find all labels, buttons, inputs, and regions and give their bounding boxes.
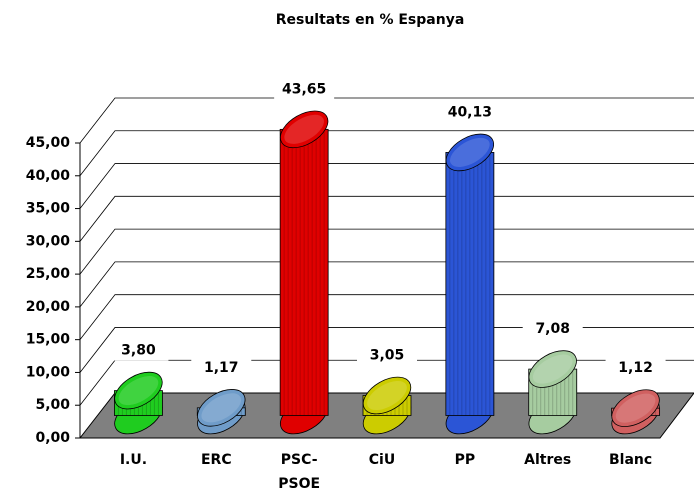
x-tick-label: Blanc — [609, 452, 652, 468]
bar — [114, 371, 163, 435]
bar-top-highlight — [615, 393, 656, 423]
bar — [445, 133, 495, 435]
bar — [196, 389, 246, 435]
grid-line — [79, 228, 694, 275]
y-tick-label: 40,00 — [26, 168, 71, 184]
grid-line — [79, 261, 694, 308]
y-tick-label: 35,00 — [26, 201, 71, 217]
value-label: 40,13 — [448, 104, 492, 120]
grid-line — [79, 163, 694, 209]
x-tick-label: CiU — [369, 452, 395, 468]
bar-top — [280, 110, 329, 149]
value-label: 7,08 — [535, 321, 570, 337]
y-tick-label: 15,00 — [26, 332, 71, 348]
x-tick-label: ERC — [201, 452, 232, 468]
bar-top — [611, 389, 660, 427]
bar-top — [114, 371, 163, 410]
y-tick-label: 10,00 — [26, 364, 71, 380]
bar — [611, 389, 661, 435]
chart-title: Resultats en % Espanya — [276, 12, 465, 28]
bar-top — [362, 376, 412, 415]
value-label-bg — [191, 357, 252, 378]
bar-top-highlight — [284, 114, 324, 144]
x-tick-label: Altres — [524, 452, 571, 468]
y-tick-label: 45,00 — [26, 135, 71, 151]
value-label-bg — [439, 102, 500, 123]
value-label: 43,65 — [282, 81, 326, 97]
grid-line — [79, 97, 694, 144]
bar — [279, 110, 329, 435]
value-label: 1,12 — [618, 360, 653, 376]
value-label-bg — [605, 358, 666, 379]
bar-body — [445, 152, 495, 416]
grid-line — [79, 130, 694, 177]
x-tick-label-line: PSC- — [281, 452, 318, 468]
bar-top-highlight — [450, 137, 490, 167]
bar-top-highlight — [201, 393, 242, 423]
bar-top-highlight — [118, 376, 159, 406]
bar-top — [528, 350, 577, 388]
bar — [362, 376, 412, 435]
x-tick-label-line: PSOE — [278, 476, 320, 492]
bar-body — [279, 128, 329, 416]
y-tick-label: 0,00 — [35, 430, 70, 446]
x-tick-label: PP — [455, 452, 476, 468]
value-label: 1,17 — [204, 360, 239, 376]
value-label-bg — [274, 79, 335, 100]
y-tick-label: 20,00 — [26, 299, 71, 315]
bar-top — [197, 389, 246, 427]
grid-line — [79, 195, 694, 242]
bar-top-highlight — [367, 380, 407, 411]
value-label-bg — [108, 340, 169, 361]
value-label-bg — [357, 345, 417, 366]
y-tick-label: 30,00 — [26, 233, 71, 249]
bar-top-highlight — [532, 354, 573, 384]
value-label: 3,80 — [121, 343, 156, 359]
bar-top — [445, 133, 494, 172]
bar — [528, 350, 578, 435]
y-tick-label: 25,00 — [26, 266, 71, 282]
x-tick-label: I.U. — [120, 452, 147, 468]
grid-line — [79, 327, 694, 373]
value-label-bg — [522, 319, 583, 340]
grid-line — [79, 294, 694, 340]
x-tick-label: PSC- PSOE — [278, 452, 320, 492]
y-tick-label: 5,00 — [35, 397, 70, 413]
value-label: 3,05 — [370, 348, 405, 364]
